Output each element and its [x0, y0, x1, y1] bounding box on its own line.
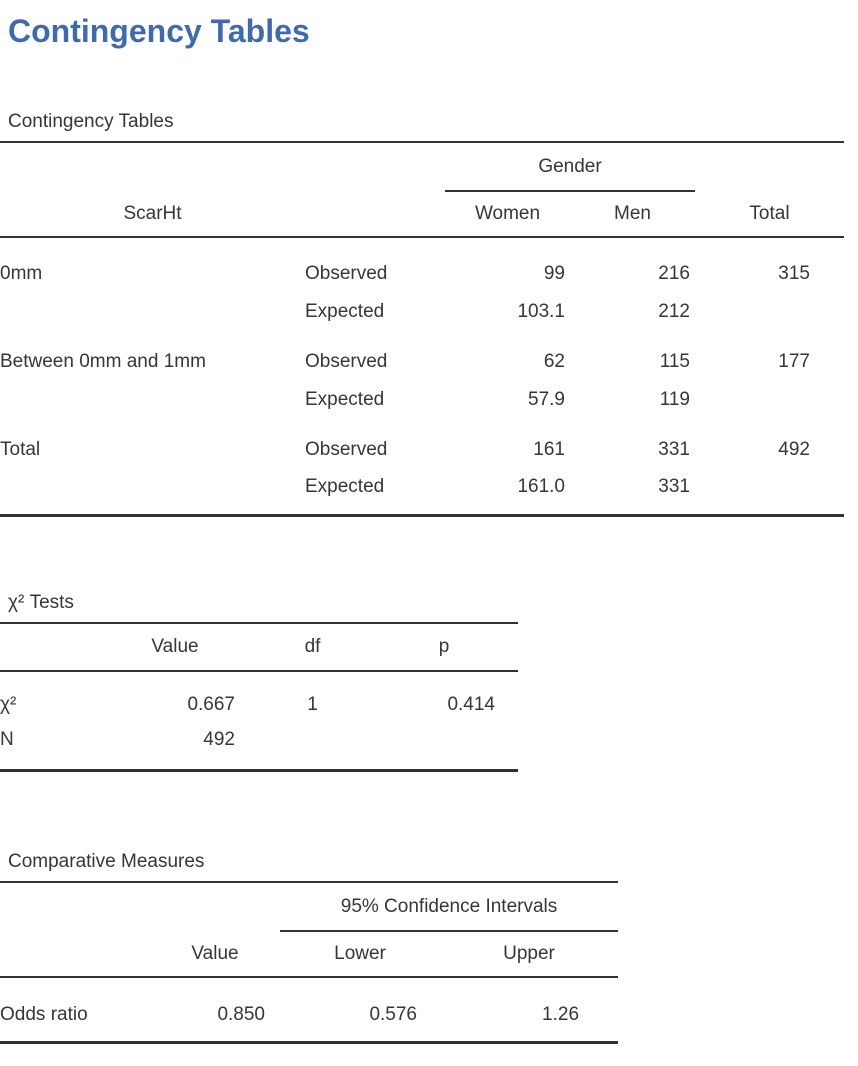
observed-men-value: 216 — [658, 263, 690, 284]
contingency-table-caption: Contingency Tables — [8, 111, 174, 132]
expected-women-value: 161.0 — [517, 475, 565, 497]
total-column-header: Total — [695, 191, 844, 238]
table-row: 0mm Observed 99 216 315 — [0, 237, 844, 285]
value-column-header: Value — [150, 931, 280, 978]
measure-label-observed: Observed — [305, 351, 388, 372]
observed-women-value: 99 — [543, 263, 565, 284]
empty-cell — [695, 373, 844, 411]
comparative-measures-table: 95% Confidence Intervals Value Lower Upp… — [0, 881, 619, 1044]
expected-women-value: 57.9 — [528, 389, 565, 410]
empty-header-cell — [0, 931, 150, 978]
table-row: Odds ratio 0.850 0.576 1.26 — [0, 977, 618, 1042]
measure-label-expected: Expected — [305, 301, 385, 322]
table-row: Between 0mm and 1mm Observed 62 115 177 — [0, 323, 844, 373]
empty-header-cell — [0, 622, 95, 672]
observed-men-value: 115 — [659, 351, 690, 372]
column-header-row: ScarHt Women Men Total — [0, 191, 844, 238]
table-row: Expected 57.9 119 — [0, 373, 844, 411]
contingency-tables-section: Contingency Tables Gender ScarHt Women M… — [0, 110, 858, 517]
odds-ratio-ci-lower: 0.576 — [369, 1003, 417, 1025]
observed-total-value: 492 — [778, 439, 810, 460]
column-header-row: Value df p — [0, 622, 518, 672]
chi-square-table: Value df p χ² 0.667 1 0.414 N 492 — [0, 621, 518, 772]
women-column-header: Women — [445, 191, 570, 238]
table-row: Expected 103.1 212 — [0, 285, 844, 323]
empty-cell — [370, 716, 518, 771]
empty-cell — [0, 373, 305, 411]
row-label: Total — [0, 439, 41, 460]
measure-label-observed: Observed — [305, 263, 388, 284]
chi-square-row-label: χ² — [0, 693, 17, 715]
chi-square-p: 0.414 — [447, 693, 495, 715]
n-row-label: N — [0, 729, 14, 750]
observed-total-value: 177 — [778, 351, 810, 372]
observed-men-value: 331 — [658, 439, 690, 460]
row-variable-header: ScarHt — [0, 191, 305, 238]
row-label: Between 0mm and 1mm — [0, 351, 206, 372]
odds-ratio-ci-upper: 1.26 — [542, 1003, 580, 1025]
chi-square-df: 1 — [307, 693, 318, 715]
p-column-header: p — [370, 622, 518, 672]
table-row: Total Observed 161 331 492 — [0, 411, 844, 461]
expected-men-value: 331 — [658, 475, 690, 497]
empty-cell — [0, 285, 305, 323]
empty-cell — [695, 461, 844, 515]
measure-label-expected: Expected — [305, 475, 385, 497]
chi-square-table-caption: χ² Tests — [8, 591, 74, 613]
empty-header-cell — [0, 142, 445, 191]
comparative-measures-section: Comparative Measures 95% Confidence Inte… — [0, 850, 858, 1044]
chi-square-tests-section: χ² Tests Value df p χ² 0.667 1 0.414 N 4… — [0, 591, 858, 772]
empty-header-cell — [0, 882, 280, 931]
odds-ratio-value: 0.850 — [217, 1003, 265, 1025]
observed-total-value: 315 — [778, 263, 810, 284]
empty-header-cell — [695, 142, 844, 191]
column-header-row: Value Lower Upper — [0, 931, 619, 978]
gender-group-header: Gender — [445, 142, 695, 192]
empty-cell — [0, 461, 305, 515]
observed-women-value: 62 — [543, 351, 565, 372]
n-value: 492 — [203, 729, 235, 750]
upper-column-header: Upper — [440, 931, 619, 978]
chi-square-value: 0.667 — [187, 693, 235, 715]
page-title: Contingency Tables — [8, 13, 310, 49]
measure-label-observed: Observed — [305, 439, 388, 460]
expected-men-value: 212 — [658, 301, 690, 322]
value-column-header: Value — [95, 622, 255, 672]
table-row: N 492 — [0, 716, 518, 771]
men-column-header: Men — [570, 191, 695, 238]
contingency-table: Gender ScarHt Women Men Total 0mm Observ… — [0, 141, 844, 517]
empty-header-cell — [305, 191, 445, 238]
expected-men-value: 119 — [659, 389, 690, 410]
comparative-table-caption: Comparative Measures — [8, 851, 205, 872]
lower-column-header: Lower — [280, 931, 440, 978]
observed-women-value: 161 — [533, 439, 565, 460]
ci-group-header: 95% Confidence Intervals — [280, 882, 619, 932]
gender-group-header-row: Gender — [0, 142, 844, 192]
table-row: χ² 0.667 1 0.414 — [0, 671, 518, 716]
empty-cell — [695, 285, 844, 323]
row-label: 0mm — [0, 263, 43, 284]
measure-label-expected: Expected — [305, 389, 385, 410]
empty-cell — [255, 716, 370, 771]
df-column-header: df — [255, 622, 370, 672]
odds-ratio-row-label: Odds ratio — [0, 1003, 88, 1025]
ci-group-header-row: 95% Confidence Intervals — [0, 882, 619, 932]
expected-women-value: 103.1 — [517, 301, 565, 322]
table-row: Expected 161.0 331 — [0, 461, 844, 515]
